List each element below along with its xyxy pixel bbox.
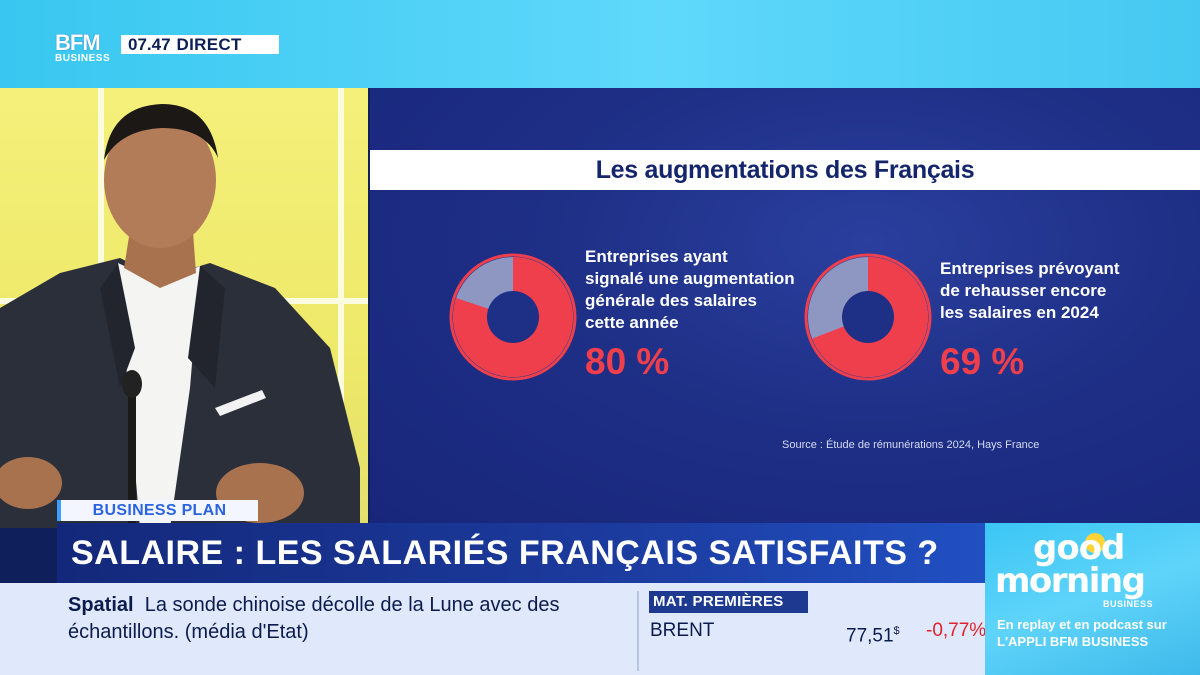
stat-description: Entreprises ayant signalé une augmentati… xyxy=(585,247,795,332)
stat-raises-this-year: Entreprises ayant signalé une augmentati… xyxy=(448,247,838,392)
market-change: -0,77% xyxy=(926,620,987,641)
news-source: Spatial xyxy=(68,594,134,616)
presenter-figure xyxy=(0,104,360,528)
live-label: DIRECT xyxy=(176,35,242,54)
ticker-divider xyxy=(637,591,639,671)
market-label: MAT. PREMIÈRES xyxy=(649,591,808,613)
infographic-title: Les augmentations des Français xyxy=(595,156,975,184)
news-attribution: (média d'Etat) xyxy=(184,621,309,643)
promo-title-business: BUSINESS xyxy=(1103,599,1154,609)
promo-title-morning: morning xyxy=(995,561,1146,601)
donut-chart-raises xyxy=(449,253,577,381)
stat-value: 69 % xyxy=(940,341,1025,382)
ticker-news: Spatial La sonde chinoise décolle de la … xyxy=(68,592,628,646)
infographic-panel: Les augmentations des Français Entrepris… xyxy=(370,88,1200,528)
show-tag: BUSINESS PLAN xyxy=(57,500,258,521)
live-clock: 07.47 DIRECT xyxy=(121,35,279,54)
news-text: La sonde chinoise décolle de la Lune ave… xyxy=(144,594,560,616)
channel-logo: BFM BUSINESS xyxy=(55,30,111,65)
donut-chart-2024 xyxy=(804,253,932,381)
source-note: Source : Étude de rémunérations 2024, Ha… xyxy=(782,439,1040,451)
sun-icon xyxy=(1085,533,1105,553)
promo-app-text: L'APPLI BFM BUSINESS xyxy=(997,634,1149,649)
market-name: BRENT xyxy=(650,620,715,641)
headline: SALAIRE : LES SALARIÉS FRANÇAIS SATISFAI… xyxy=(71,534,939,572)
stat-raises-2024: Entreprises prévoyant de rehausser encor… xyxy=(803,252,1193,392)
promo-title-good: good xyxy=(1033,528,1125,568)
stat-description: Entreprises prévoyant de rehausser encor… xyxy=(940,259,1120,322)
donut-share xyxy=(808,257,928,377)
news-text-2: échantillons. xyxy=(68,621,180,643)
clock-time: 07.47 xyxy=(128,35,171,54)
good-morning-promo: good morning BUSINESS En replay et en po… xyxy=(985,523,1200,675)
market-price: 77,51$ xyxy=(846,625,900,647)
stat-value: 80 % xyxy=(585,341,670,382)
headline-band: SALAIRE : LES SALARIÉS FRANÇAIS SATISFAI… xyxy=(57,523,985,583)
promo-replay-text: En replay et en podcast sur xyxy=(997,617,1167,632)
top-banner: BFM BUSINESS 07.47 DIRECT xyxy=(0,0,1200,88)
studio-background xyxy=(0,88,368,528)
news-ticker: Spatial La sonde chinoise décolle de la … xyxy=(0,583,987,675)
panel-title-strip: Les augmentations des Français xyxy=(370,150,1200,190)
donut-share xyxy=(453,257,573,377)
